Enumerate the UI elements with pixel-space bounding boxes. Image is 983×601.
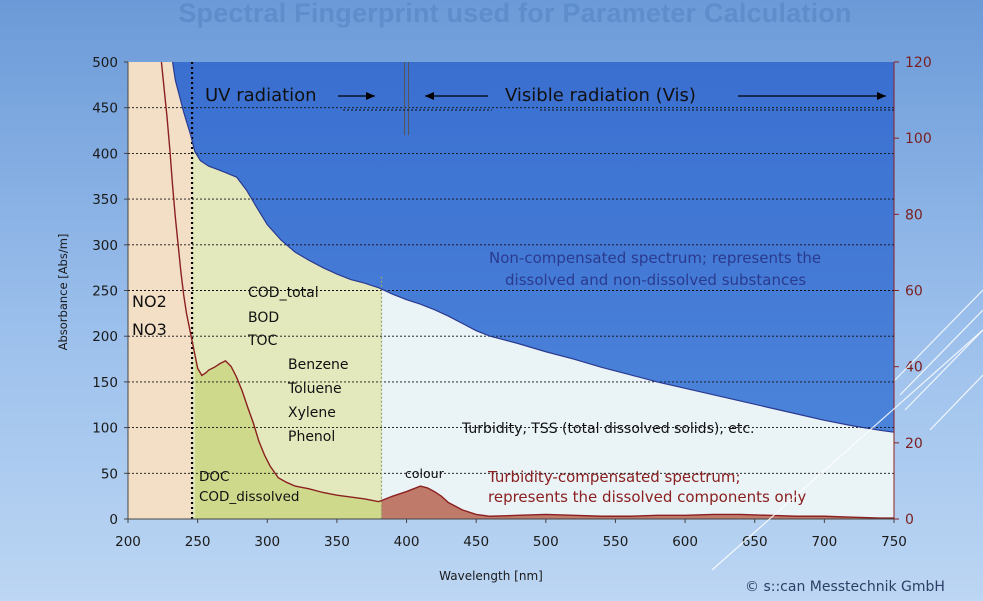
phenol-label: Phenol [288, 429, 335, 445]
region-doc [194, 354, 382, 519]
y2-tick-label: 20 [905, 436, 923, 452]
y2-tick-label: 60 [905, 284, 923, 300]
y-tick-label: 300 [92, 238, 118, 254]
x-tick-label: 450 [463, 534, 489, 550]
region-turbidity [381, 289, 895, 519]
noncomp-label-2: dissolved and non-dissolved substances [505, 271, 806, 289]
no2-label: NO2 [132, 292, 167, 311]
x-tick-label: 350 [324, 534, 350, 550]
turbidity-label: Turbidity, TSS (total dissolved solids),… [461, 421, 754, 437]
compensated-label-2: represents the dissolved components only [488, 488, 806, 506]
x-tick-label: 550 [603, 534, 629, 550]
x-tick-label: 600 [672, 534, 698, 550]
region-colour [381, 486, 895, 519]
y2-tick-label: 80 [905, 207, 923, 223]
colour-label: colour [405, 466, 445, 481]
page-title: Spectral Fingerprint used for Parameter … [178, 0, 852, 28]
decorative-line [711, 329, 983, 571]
x-axis-label: Wavelength [nm] [439, 569, 543, 583]
vis-arrow-right [738, 92, 886, 100]
non-compensated-spectrum-line [171, 61, 895, 433]
copyright-text: © s::can Messtechnik GmbH [745, 579, 945, 595]
y-tick-label: 450 [92, 101, 118, 117]
vis-arrow-left-head [425, 92, 434, 100]
vis-arrow-left [425, 92, 488, 100]
uv-arrow-head [366, 92, 375, 100]
y2-tick-label: 40 [905, 360, 923, 376]
y-tick-label: 500 [92, 55, 118, 71]
compensated-label-1: Turbidity-compensated spectrum; [487, 468, 741, 486]
no3-label: NO3 [132, 320, 167, 339]
doc-label: DOC [199, 469, 229, 485]
y-tick-label: 350 [92, 192, 118, 208]
x-tick-label: 500 [533, 534, 559, 550]
decorative-line [894, 289, 983, 381]
x-tick-label: 400 [394, 534, 420, 550]
y-tick-label: 50 [101, 466, 118, 482]
noncomp-label-1: Non-compensated spectrum; represents the [489, 249, 821, 267]
toc-label: TOC [247, 333, 278, 349]
y-tick-label: 150 [92, 375, 118, 391]
x-tick-label: 750 [881, 534, 907, 550]
y2-tick-label: 100 [905, 131, 932, 147]
toluene-label: Toluene [287, 381, 342, 397]
y-axis-label: Absorbance [Abs/m] [56, 234, 70, 351]
cod-dissolved-label: COD_dissolved [199, 489, 299, 505]
bod-label: BOD [248, 310, 279, 326]
uv-arrow [338, 92, 375, 100]
x-tick-label: 250 [185, 534, 211, 550]
xylene-label: Xylene [288, 405, 336, 421]
y2-tick-label: 120 [905, 55, 932, 71]
benzene-label: Benzene [288, 357, 349, 373]
x-tick-label: 650 [742, 534, 768, 550]
decorative-line [929, 374, 983, 431]
uv-label: UV radiation [205, 85, 317, 106]
turbidity-compensated-spectrum-line [160, 61, 894, 519]
x-tick-label: 700 [811, 534, 837, 550]
y-tick-label: 250 [92, 284, 118, 300]
x-tick-label: 200 [115, 534, 141, 550]
y-tick-label: 100 [92, 421, 118, 437]
decorative-line [899, 309, 983, 396]
y2-tick-label: 0 [905, 512, 914, 528]
decorative-line [904, 329, 983, 411]
y-tick-label: 400 [92, 146, 118, 162]
y-tick-label: 200 [92, 329, 118, 345]
vis-arrow-right-head [877, 92, 886, 100]
x-tick-label: 300 [254, 534, 280, 550]
vis-label: Visible radiation (Vis) [505, 85, 696, 106]
y-tick-label: 0 [109, 512, 118, 528]
cod-total-label: COD_total [248, 285, 319, 301]
